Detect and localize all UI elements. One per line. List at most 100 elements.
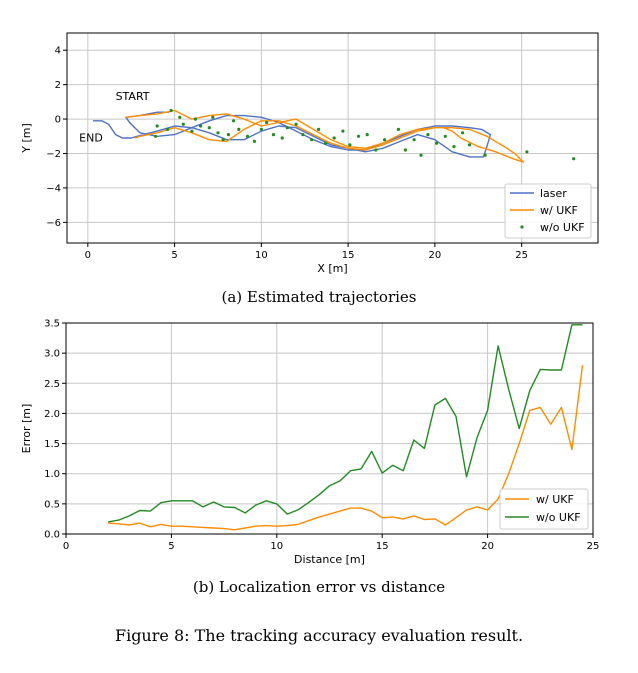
series-noukf-point <box>317 127 321 131</box>
error-legend: w/ UKF w/o UKF <box>499 488 589 530</box>
error-chart: 0 5 10 15 20 25 0.0 0.5 1.0 1.5 2.0 2.5 3.0 3.5 Dista… <box>20 319 599 567</box>
error-ticks: 0 5 10 15 20 25 0.0 0.5 1.0 1.5 2.0 2.5 3.0 3.5 <box>44 319 599 553</box>
error-series <box>108 324 584 531</box>
end-annotation: END <box>79 131 103 144</box>
series-noukf-point <box>348 143 352 147</box>
trajectory-y-tick-label: 4 <box>55 46 61 57</box>
trajectory-x-tick-label: 20 <box>429 250 442 261</box>
error-y-tick-label: 2.5 <box>44 379 60 390</box>
series-laser-line <box>93 111 492 158</box>
series-noukf-point <box>426 133 430 137</box>
series-noukf-point <box>237 127 241 131</box>
series-noukf-point <box>252 139 256 143</box>
caption-a: (a) Estimated trajectories <box>221 288 417 306</box>
series-noukf-point <box>435 141 439 145</box>
error-x-tick-label: 5 <box>168 541 174 552</box>
series-noukf-point <box>483 153 487 157</box>
series-noukf-point <box>178 115 182 119</box>
series-noukf-point <box>443 134 447 138</box>
series-noukf-point <box>572 157 576 161</box>
series-noukf-point <box>153 134 158 138</box>
error-x-axis-label: Distance [m] <box>294 553 365 566</box>
series-noukf-point <box>271 133 276 137</box>
error-y-tick-label: 1.0 <box>44 469 60 480</box>
trajectory-x-axis-label: X [m] <box>317 262 347 275</box>
trajectory-legend: laser w/ UKF w/o UKF <box>504 183 592 239</box>
series-noukf-point <box>301 133 305 137</box>
series-ukf-line <box>108 365 584 531</box>
series-noukf-point <box>324 141 328 145</box>
error-y-tick-label: 2.0 <box>44 409 60 420</box>
error-y-axis-label: Error [m] <box>20 404 33 454</box>
trajectory-x-tick-label: 25 <box>515 250 528 261</box>
legend-noukf-label: w/o UKF <box>536 511 581 524</box>
series-noukf-point <box>169 108 173 113</box>
error-y-tick-label: 1.5 <box>44 439 60 450</box>
error-y-tick-label: 3.5 <box>44 319 60 330</box>
series-noukf-point <box>216 131 220 135</box>
legend-ukf-label: w/ UKF <box>536 493 574 506</box>
series-noukf-point <box>199 124 203 128</box>
caption-b: (b) Localization error vs distance <box>192 578 446 596</box>
series-noukf-line <box>108 324 583 523</box>
error-x-tick-label: 25 <box>587 541 600 552</box>
series-noukf-point <box>412 138 416 142</box>
series-noukf-point <box>468 143 472 147</box>
series-noukf-point <box>166 127 170 131</box>
trajectory-x-tick-label: 0 <box>85 250 91 261</box>
series-noukf-point <box>207 126 211 130</box>
series-noukf-point <box>221 138 225 142</box>
error-x-tick-label: 10 <box>270 541 283 552</box>
legend-ukf-label: w/ UKF <box>540 204 578 217</box>
trajectory-series <box>93 108 576 163</box>
series-noukf-point <box>259 127 263 131</box>
series-noukf-point <box>310 138 314 142</box>
series-noukf-point <box>332 136 336 140</box>
start-annotation: START <box>116 90 150 103</box>
series-noukf-point <box>365 133 369 137</box>
series-noukf-point <box>193 117 197 121</box>
error-x-tick-label: 15 <box>376 541 389 552</box>
series-noukf-point <box>226 133 230 137</box>
trajectory-y-axis-label: Y [m] <box>20 123 33 154</box>
series-noukf-point <box>383 138 387 142</box>
trajectory-y-tick-label: 2 <box>55 80 61 91</box>
trajectory-x-tick-label: 15 <box>342 250 355 261</box>
trajectory-y-tick-label: −6 <box>46 218 61 229</box>
series-noukf-point <box>374 148 378 152</box>
series-noukf-point <box>181 122 185 126</box>
error-y-tick-label: 3.0 <box>44 349 60 360</box>
legend-noukf-swatch <box>520 225 524 229</box>
series-noukf-point <box>356 134 361 138</box>
series-noukf-point <box>461 131 465 135</box>
series-noukf-point <box>211 115 215 119</box>
legend-laser-label: laser <box>540 187 567 200</box>
error-axes-frame <box>65 322 594 535</box>
trajectory-y-tick-label: −4 <box>46 183 61 194</box>
series-noukf-point <box>190 129 194 133</box>
error-x-tick-label: 20 <box>481 541 494 552</box>
error-y-tick-label: 0.5 <box>44 499 60 510</box>
series-noukf-point <box>280 136 284 140</box>
series-noukf-point <box>232 119 236 123</box>
series-noukf-point <box>403 148 407 152</box>
series-noukf-point <box>265 120 269 125</box>
trajectory-y-tick-label: −2 <box>46 149 61 160</box>
series-noukf-point <box>341 129 345 133</box>
trajectory-axes-frame <box>66 32 599 244</box>
legend-noukf-label: w/o UKF <box>540 221 585 234</box>
series-ukf-line <box>125 109 525 163</box>
trajectory-legend-box <box>504 183 592 239</box>
series-noukf-point <box>245 134 250 138</box>
series-noukf-point <box>396 127 400 131</box>
series-noukf-point <box>525 150 529 154</box>
trajectory-grid <box>67 33 598 243</box>
series-noukf-point <box>419 153 423 157</box>
trajectory-x-tick-label: 5 <box>171 250 177 261</box>
figure-caption: Figure 8: The tracking accuracy evaluati… <box>114 626 524 645</box>
error-x-tick-label: 0 <box>63 541 69 552</box>
series-noukf-point <box>294 122 298 126</box>
